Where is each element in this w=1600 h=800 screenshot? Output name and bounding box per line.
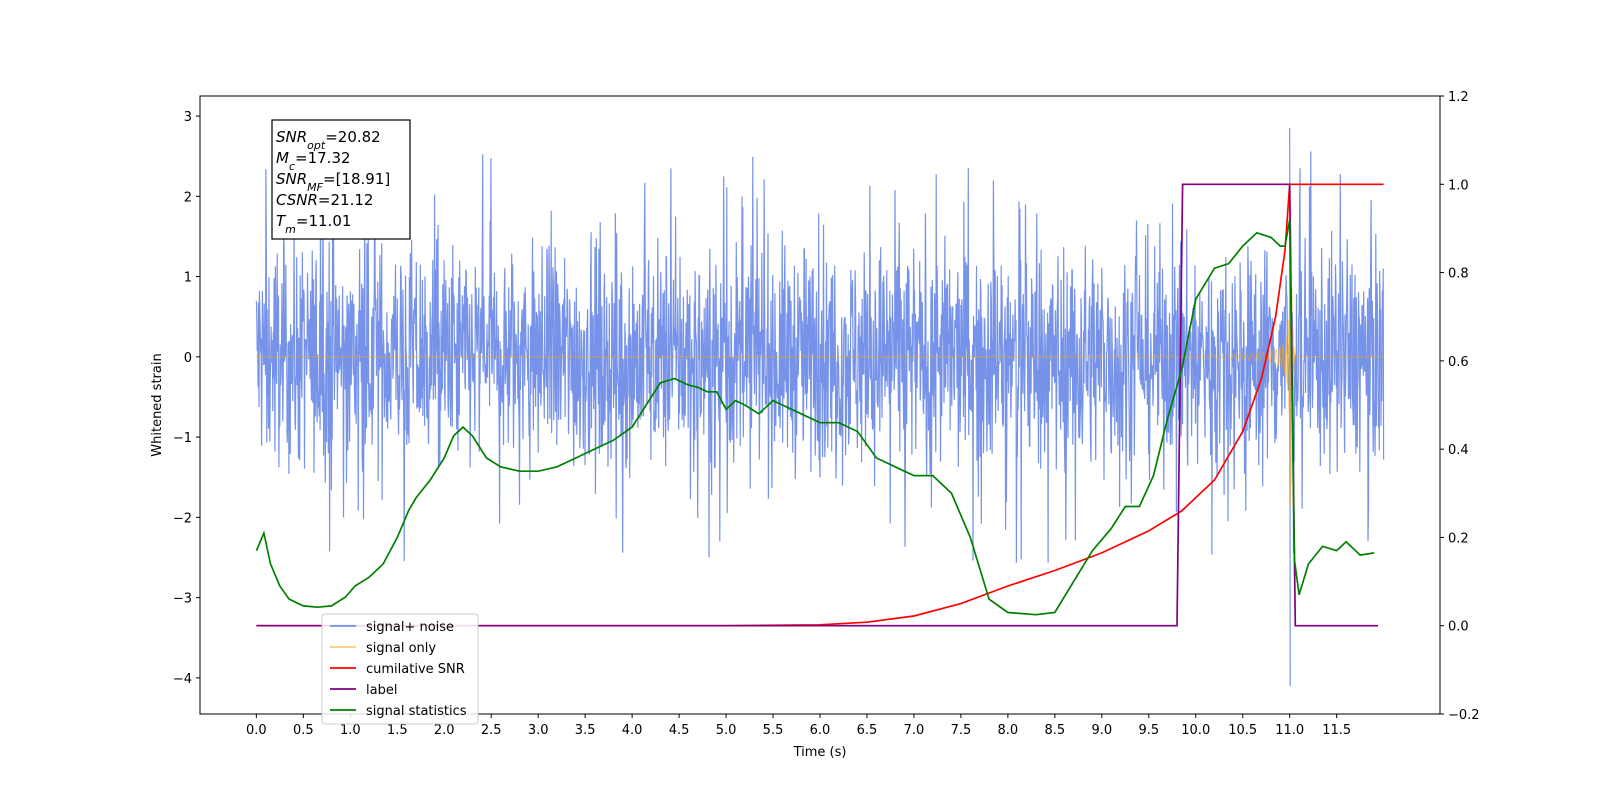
legend-label: signal statistics xyxy=(366,704,467,719)
y-axis-ticks: 3 2 1 0 −1 −2 −3 −4 xyxy=(173,110,200,687)
y2-tick-label: 0.4 xyxy=(1448,443,1469,458)
annotation-line: SNRopt=20.82 xyxy=(276,128,381,152)
metrics-annotation-box: SNRopt=20.82Mc=17.32SNRMF=[18.91]CSNR=21… xyxy=(271,119,411,240)
x-tick-label: 1.5 xyxy=(387,723,408,738)
y-tick-label: −3 xyxy=(173,592,192,607)
x-tick-label: 3.5 xyxy=(575,723,596,738)
series-signal-only-line xyxy=(256,200,1384,507)
x-tick-label: 11.0 xyxy=(1275,723,1304,738)
y2-tick-label: 0.0 xyxy=(1448,620,1469,635)
y-tick-label: 1 xyxy=(184,271,192,286)
annotation-frame xyxy=(271,119,411,240)
legend-label: signal+ noise xyxy=(366,620,454,635)
x-tick-label: 10.5 xyxy=(1228,723,1257,738)
x-tick-label: 2.0 xyxy=(434,723,455,738)
x-tick-label: 4.5 xyxy=(669,723,690,738)
x-tick-label: 6.5 xyxy=(857,723,878,738)
y-tick-label: −1 xyxy=(173,431,192,446)
y-axis-label: Whitened strain xyxy=(150,353,165,456)
y-tick-label: −4 xyxy=(173,672,192,687)
x-tick-label: 4.0 xyxy=(622,723,643,738)
legend: signal+ noise signal only cumilative SNR la… xyxy=(321,613,479,725)
y2-tick-label: −0.2 xyxy=(1448,708,1480,723)
y2-tick-label: 0.8 xyxy=(1448,267,1469,282)
annotation-line: Tm=11.01 xyxy=(276,212,351,236)
x-tick-label: 2.5 xyxy=(481,723,502,738)
x-tick-label: 5.0 xyxy=(716,723,737,738)
annotation-line: Mc=17.32 xyxy=(276,149,351,173)
plot-area xyxy=(255,128,1385,686)
x-tick-label: 11.5 xyxy=(1322,723,1351,738)
legend-label: signal only xyxy=(366,641,436,656)
series-cumulative-snr-line xyxy=(256,183,1384,627)
y-tick-label: 2 xyxy=(184,190,192,205)
x-tick-label: 7.5 xyxy=(951,723,972,738)
x-tick-label: 6.0 xyxy=(810,723,831,738)
x-tick-label: 3.0 xyxy=(528,723,549,738)
y-tick-label: 3 xyxy=(184,110,192,125)
annotation-line: CSNR=21.12 xyxy=(276,191,373,209)
y2-axis-ticks: 1.2 1.0 0.8 0.6 0.4 0.2 0.0 −0.2 xyxy=(1440,90,1480,723)
legend-label: cumilative SNR xyxy=(366,662,465,677)
legend-label: label xyxy=(366,683,397,698)
x-tick-label: 7.0 xyxy=(904,723,925,738)
x-tick-label: 0.0 xyxy=(246,723,267,738)
x-axis-label: Time (s) xyxy=(793,745,847,760)
x-tick-label: 0.5 xyxy=(293,723,314,738)
y2-tick-label: 0.6 xyxy=(1448,355,1469,370)
x-tick-label: 9.5 xyxy=(1138,723,1159,738)
x-tick-label: 5.5 xyxy=(763,723,784,738)
y2-tick-label: 1.2 xyxy=(1448,90,1469,105)
y-tick-label: 0 xyxy=(184,351,192,366)
y2-tick-label: 1.0 xyxy=(1448,178,1469,193)
legend-frame xyxy=(321,613,479,725)
y2-tick-label: 0.2 xyxy=(1448,531,1469,546)
x-tick-label: 1.0 xyxy=(340,723,361,738)
x-tick-label: 8.5 xyxy=(1045,723,1066,738)
series-signal-statistics-line xyxy=(255,219,1375,616)
x-tick-label: 10.0 xyxy=(1181,723,1210,738)
series-label-line xyxy=(256,183,1378,627)
y-tick-label: −2 xyxy=(173,511,192,526)
x-tick-label: 9.0 xyxy=(1091,723,1112,738)
annotation-line: SNRMF=[18.91] xyxy=(276,170,390,194)
x-tick-label: 8.0 xyxy=(998,723,1019,738)
x-axis-ticks: 0.0 0.5 1.0 1.5 2.0 2.5 3.0 3.5 4.0 4.5 5.0 5.5 6.0 6… xyxy=(246,714,1351,738)
